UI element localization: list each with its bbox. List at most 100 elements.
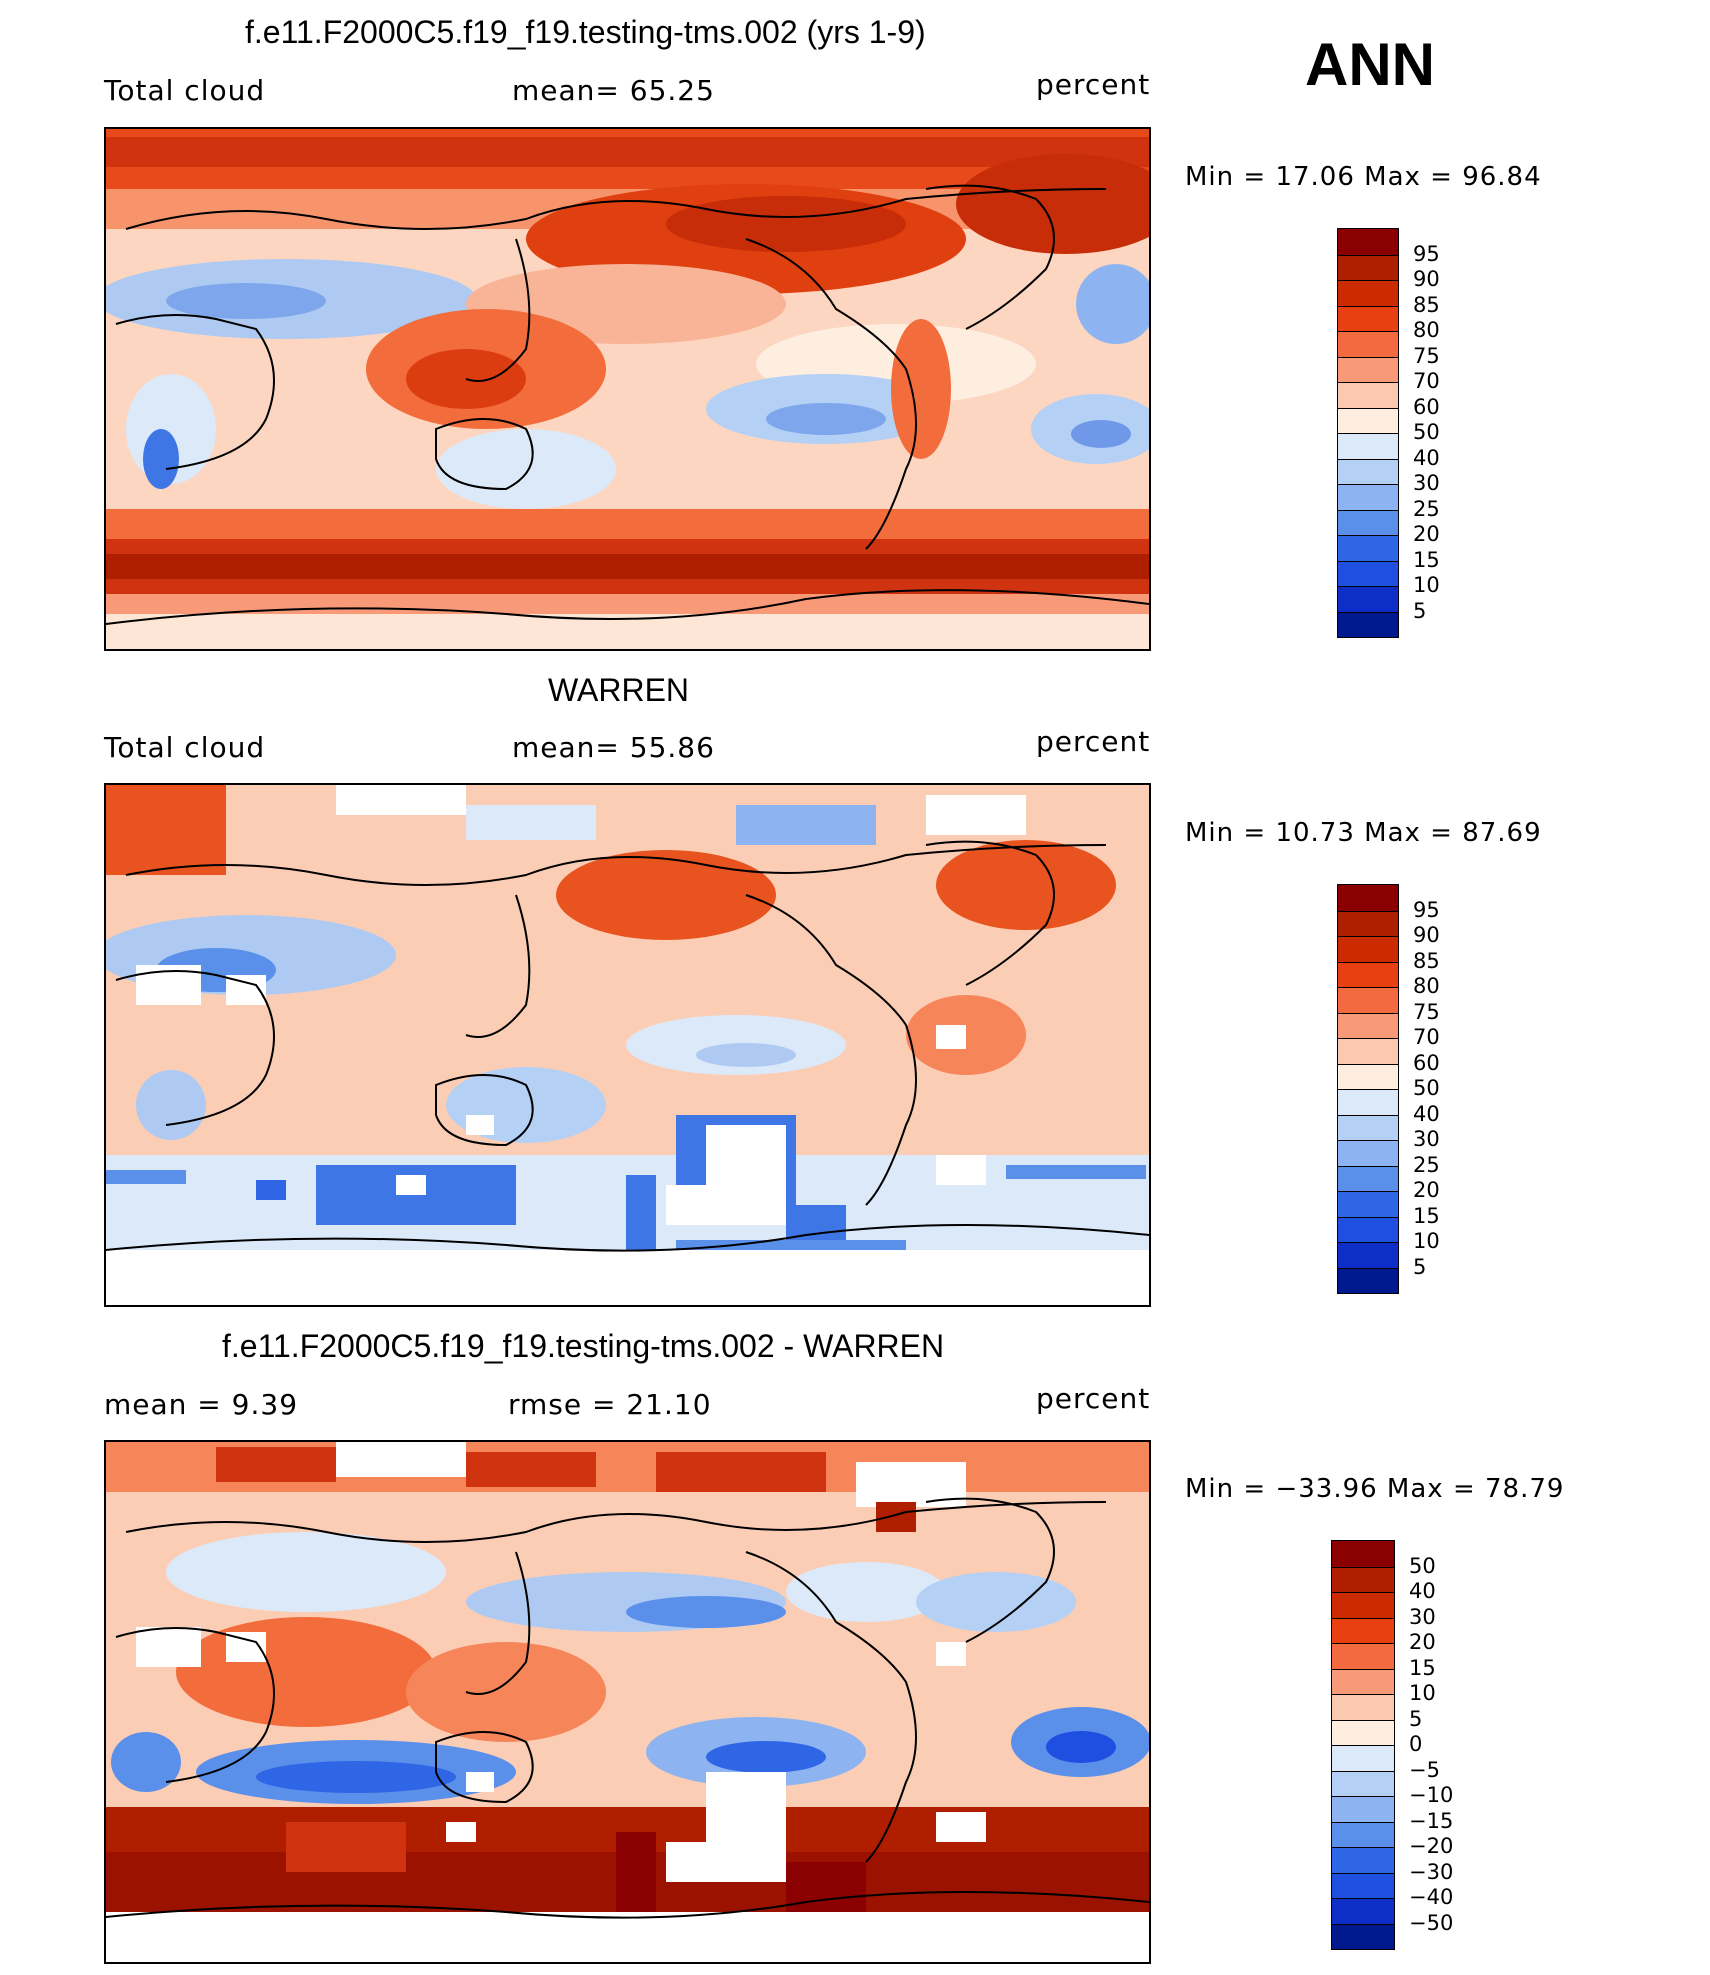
- colorbar-segment: [1338, 484, 1398, 510]
- colorbar-segment: [1338, 458, 1398, 484]
- colorbar-segment: [1338, 229, 1398, 255]
- colorbar-segment: [1338, 1267, 1398, 1293]
- colorbar-tick-label: −5: [1409, 1757, 1440, 1782]
- colorbar-segment: [1338, 611, 1398, 637]
- colorbar-tick-label: −15: [1409, 1808, 1454, 1833]
- colorbar-segment: [1332, 1541, 1394, 1567]
- panel1-colorbar: [1337, 228, 1399, 638]
- colorbar-tick-label: 0: [1409, 1732, 1423, 1756]
- colorbar-tick-label: 10: [1409, 1681, 1436, 1705]
- colorbar-tick-label: 85: [1413, 292, 1440, 317]
- colorbar-segment: [1332, 1643, 1394, 1669]
- colorbar-tick-label: 95: [1413, 897, 1440, 922]
- colorbar-tick-label: −20: [1409, 1834, 1454, 1858]
- colorbar-segment: [1338, 1216, 1398, 1242]
- panel2-mean-label: mean= 55.86: [512, 731, 715, 764]
- colorbar-segment: [1338, 1063, 1398, 1089]
- colorbar-segment: [1332, 1872, 1394, 1898]
- panel3-units-label: percent: [1036, 1382, 1151, 1415]
- colorbar-segment: [1338, 382, 1398, 408]
- colorbar-tick-label: −40: [1409, 1885, 1454, 1909]
- panel2-minmax: Min = 10.73 Max = 87.69: [1185, 818, 1542, 848]
- colorbar-tick-label: 10: [1413, 573, 1440, 597]
- panel2-title: WARREN: [548, 672, 690, 708]
- colorbar-segment: [1338, 305, 1398, 331]
- panel3-mean-label: mean = 9.39: [104, 1388, 299, 1421]
- colorbar-tick-label: 15: [1413, 1203, 1440, 1228]
- colorbar-tick-label: 70: [1413, 369, 1440, 393]
- colorbar-segment: [1338, 254, 1398, 280]
- colorbar-tick-label: 5: [1413, 598, 1427, 623]
- colorbar-segment: [1338, 936, 1398, 962]
- colorbar-segment: [1338, 535, 1398, 561]
- colorbar-segment: [1338, 987, 1398, 1013]
- panel3-title: f.e11.F2000C5.f19_f19.testing-tms.002 - …: [222, 1328, 945, 1364]
- colorbar-tick-label: 25: [1413, 496, 1440, 521]
- colorbar-tick-label: 50: [1413, 420, 1440, 444]
- colorbar-segment: [1338, 961, 1398, 987]
- colorbar-segment: [1332, 1617, 1394, 1643]
- colorbar-tick-label: 85: [1413, 948, 1440, 973]
- colorbar-tick-label: 30: [1409, 1604, 1436, 1629]
- colorbar-segment: [1338, 910, 1398, 936]
- colorbar-tick-label: −10: [1409, 1783, 1454, 1807]
- panel1-map-field: [106, 129, 1149, 649]
- colorbar-tick-label: 95: [1413, 241, 1440, 266]
- colorbar-tick-label: 80: [1413, 318, 1440, 342]
- colorbar-segment: [1338, 1114, 1398, 1140]
- colorbar-segment: [1332, 1796, 1394, 1822]
- colorbar-segment: [1338, 1242, 1398, 1268]
- panel1-title: f.e11.F2000C5.f19_f19.testing-tms.002 (y…: [245, 14, 926, 50]
- colorbar-segment: [1332, 1668, 1394, 1694]
- colorbar-segment: [1332, 1719, 1394, 1745]
- panel1-minmax: Min = 17.06 Max = 96.84: [1185, 162, 1542, 192]
- panel2-colorbar: [1337, 884, 1399, 1294]
- panel2-variable-label: Total cloud: [104, 731, 266, 764]
- colorbar-tick-label: 20: [1409, 1630, 1436, 1654]
- colorbar-segment: [1338, 1038, 1398, 1064]
- colorbar-segment: [1338, 1191, 1398, 1217]
- colorbar-tick-label: −30: [1409, 1859, 1454, 1884]
- colorbar-segment: [1338, 280, 1398, 306]
- panel2-map-field: [106, 785, 1149, 1305]
- colorbar-segment: [1332, 1566, 1394, 1592]
- colorbar-tick-label: 50: [1413, 1076, 1440, 1100]
- colorbar-tick-label: 90: [1413, 923, 1440, 947]
- panel3-map: [104, 1440, 1151, 1964]
- colorbar-segment: [1338, 509, 1398, 535]
- colorbar-segment: [1332, 1923, 1394, 1949]
- colorbar-tick-label: 50: [1409, 1553, 1436, 1578]
- colorbar-tick-label: 80: [1413, 974, 1440, 998]
- panel3-colorbar: [1331, 1540, 1395, 1950]
- panel3-map-field: [106, 1442, 1149, 1962]
- colorbar-tick-label: 70: [1413, 1025, 1440, 1049]
- colorbar-tick-label: 40: [1413, 1101, 1440, 1126]
- colorbar-tick-label: 40: [1409, 1579, 1436, 1603]
- colorbar-segment: [1332, 1821, 1394, 1847]
- colorbar-segment: [1338, 1140, 1398, 1166]
- colorbar-tick-label: 20: [1413, 522, 1440, 546]
- colorbar-tick-label: 10: [1413, 1229, 1440, 1253]
- panel1-mean-label: mean= 65.25: [512, 74, 715, 107]
- colorbar-segment: [1332, 1847, 1394, 1873]
- colorbar-segment: [1338, 586, 1398, 612]
- colorbar-tick-label: 90: [1413, 267, 1440, 291]
- colorbar-segment: [1338, 331, 1398, 357]
- panel1-units-label: percent: [1036, 68, 1151, 101]
- colorbar-tick-label: 30: [1413, 1127, 1440, 1151]
- colorbar-tick-label: 75: [1413, 999, 1440, 1024]
- colorbar-tick-label: 60: [1413, 394, 1440, 419]
- colorbar-tick-label: 25: [1413, 1152, 1440, 1177]
- colorbar-tick-label: 20: [1413, 1178, 1440, 1202]
- colorbar-tick-label: 15: [1409, 1655, 1436, 1680]
- colorbar-segment: [1338, 407, 1398, 433]
- colorbar-segment: [1332, 1770, 1394, 1796]
- colorbar-segment: [1332, 1592, 1394, 1618]
- colorbar-tick-label: 30: [1413, 471, 1440, 495]
- colorbar-segment: [1332, 1745, 1394, 1771]
- season-label: ANN: [1305, 31, 1435, 98]
- colorbar-tick-label: 5: [1409, 1706, 1423, 1731]
- panel2-map: [104, 783, 1151, 1307]
- colorbar-segment: [1338, 885, 1398, 911]
- colorbar-segment: [1338, 1089, 1398, 1115]
